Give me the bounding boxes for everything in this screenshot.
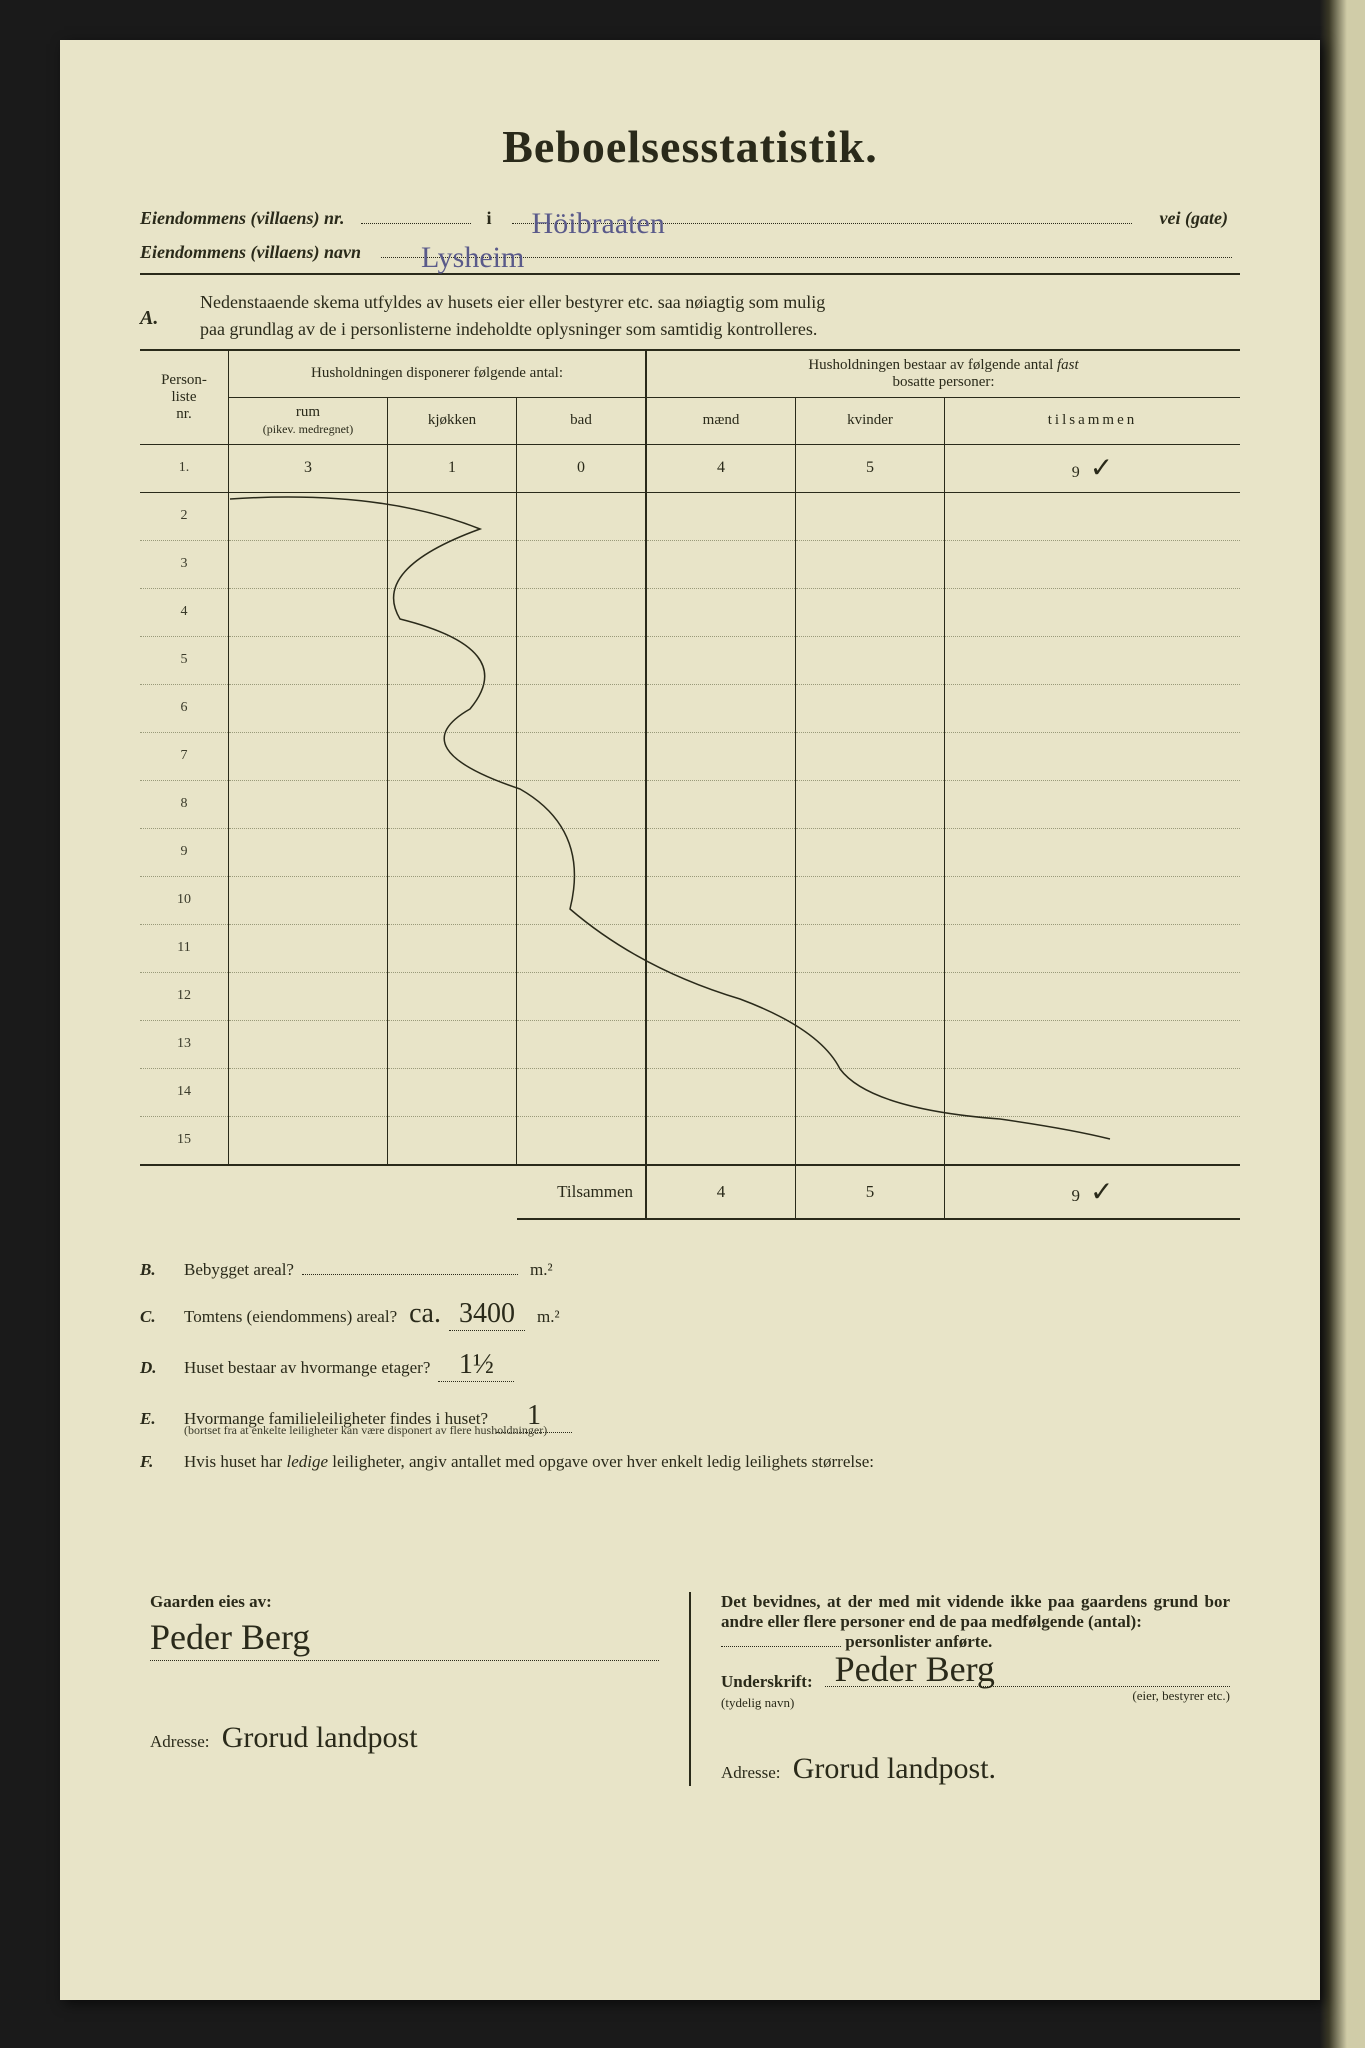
question-d: D. Huset bestaar av hvormange etager? 1½ xyxy=(140,1349,1240,1382)
table-row: 8 xyxy=(140,780,1240,828)
sum-tilsammen: 9✓ xyxy=(945,1165,1241,1219)
header-rule xyxy=(140,273,1240,275)
section-a-label: A. xyxy=(140,289,200,330)
section-a: A. Nedenstaaende skema utfyldes av huset… xyxy=(140,289,1240,343)
table-row: 14 xyxy=(140,1068,1240,1116)
col-bad: bad xyxy=(517,397,647,444)
owner-label: Gaarden eies av: xyxy=(150,1592,659,1612)
property-number-line: Eiendommens (villaens) nr. i Höibraaten … xyxy=(140,203,1240,229)
col-kvinder: kvinder xyxy=(796,397,945,444)
question-c: C. Tomtens (eiendommens) areal? ca. 3400… xyxy=(140,1298,1240,1331)
left-adresse-line: Adresse: Grorud landpost xyxy=(150,1721,659,1755)
sum-maend: 4 xyxy=(646,1165,796,1219)
b-value xyxy=(302,1274,518,1275)
page-background: Beboelsesstatistik. Eiendommens (villaen… xyxy=(0,0,1365,2048)
street-value: Höibraaten xyxy=(532,207,665,225)
col-personliste: Person- liste nr. xyxy=(140,350,229,445)
section-a-text: Nedenstaaende skema utfyldes av husets e… xyxy=(200,289,825,343)
document-page: Beboelsesstatistik. Eiendommens (villaen… xyxy=(60,40,1320,2000)
sum-label: Tilsammen xyxy=(517,1165,647,1219)
question-f: F. Hvis huset har ledige leiligheter, an… xyxy=(140,1452,1240,1472)
vei-gate-label: vei (gate) xyxy=(1160,208,1228,229)
col-kjokken: kjøkken xyxy=(388,397,517,444)
table-row: 13 xyxy=(140,1020,1240,1068)
owner-signature: Peder Berg xyxy=(150,1618,659,1661)
sum-kvinder: 5 xyxy=(796,1165,945,1219)
right-signature: Peder Berg xyxy=(835,1648,995,1690)
property-name-line: Eiendommens (villaens) navn Lysheim xyxy=(140,237,1240,263)
book-binding xyxy=(1320,0,1365,2048)
underskrift-line: Underskrift: (tydelig navn) Peder Berg (… xyxy=(721,1672,1230,1712)
attest-text: Det bevidnes, at der med mit vidende ikk… xyxy=(721,1592,1230,1632)
table-row: 2 xyxy=(140,492,1240,540)
question-e-sub: (bortset fra at enkelte leiligheter kan … xyxy=(184,1423,1240,1438)
street-field: Höibraaten xyxy=(512,203,1132,224)
footer-right: Det bevidnes, at der med mit vidende ikk… xyxy=(711,1592,1240,1786)
footer-left: Gaarden eies av: Peder Berg Adresse: Gro… xyxy=(140,1592,669,1786)
property-nr-field xyxy=(361,203,471,224)
left-adresse-value: Grorud landpost xyxy=(222,1721,418,1754)
table-row: 1.310459✓ xyxy=(140,444,1240,492)
footer-section: Gaarden eies av: Peder Berg Adresse: Gro… xyxy=(140,1592,1240,1786)
table-row: 12 xyxy=(140,972,1240,1020)
col-maend: mænd xyxy=(646,397,796,444)
table-row: 3 xyxy=(140,540,1240,588)
property-nr-label: Eiendommens (villaens) nr. xyxy=(140,208,345,229)
col-tilsammen: tilsammen xyxy=(945,397,1241,444)
col-group2: Husholdningen bestaar av følgende antal … xyxy=(646,350,1240,398)
property-name-field: Lysheim xyxy=(381,237,1232,258)
table-row: 6 xyxy=(140,684,1240,732)
footer-divider xyxy=(689,1592,691,1786)
table-row: 9 xyxy=(140,828,1240,876)
table-container: Person- liste nr. Husholdningen disponer… xyxy=(140,349,1240,1220)
table-row: 5 xyxy=(140,636,1240,684)
i-label: i xyxy=(487,208,492,229)
property-name-label: Eiendommens (villaens) navn xyxy=(140,242,361,263)
table-row: 4 xyxy=(140,588,1240,636)
sum-row: Tilsammen 4 5 9✓ xyxy=(140,1165,1240,1219)
document-title: Beboelsesstatistik. xyxy=(140,120,1240,173)
c-value: 3400 xyxy=(449,1298,525,1331)
table-row: 11 xyxy=(140,924,1240,972)
table-row: 15 xyxy=(140,1116,1240,1165)
d-value: 1½ xyxy=(438,1349,514,1382)
right-adresse-line: Adresse: Grorud landpost. xyxy=(721,1752,1230,1786)
questions-section: B. Bebygget areal? m.² C. Tomtens (eiend… xyxy=(140,1260,1240,1472)
col-group1: Husholdningen disponerer følgende antal: xyxy=(229,350,647,398)
right-adresse-value: Grorud landpost. xyxy=(793,1752,996,1785)
table-row: 10 xyxy=(140,876,1240,924)
household-table: Person- liste nr. Husholdningen disponer… xyxy=(140,349,1240,1220)
table-row: 7 xyxy=(140,732,1240,780)
question-b: B. Bebygget areal? m.² xyxy=(140,1260,1240,1280)
col-rum: rum(pikev. medregnet) xyxy=(229,397,388,444)
property-name-value: Lysheim xyxy=(421,241,524,259)
